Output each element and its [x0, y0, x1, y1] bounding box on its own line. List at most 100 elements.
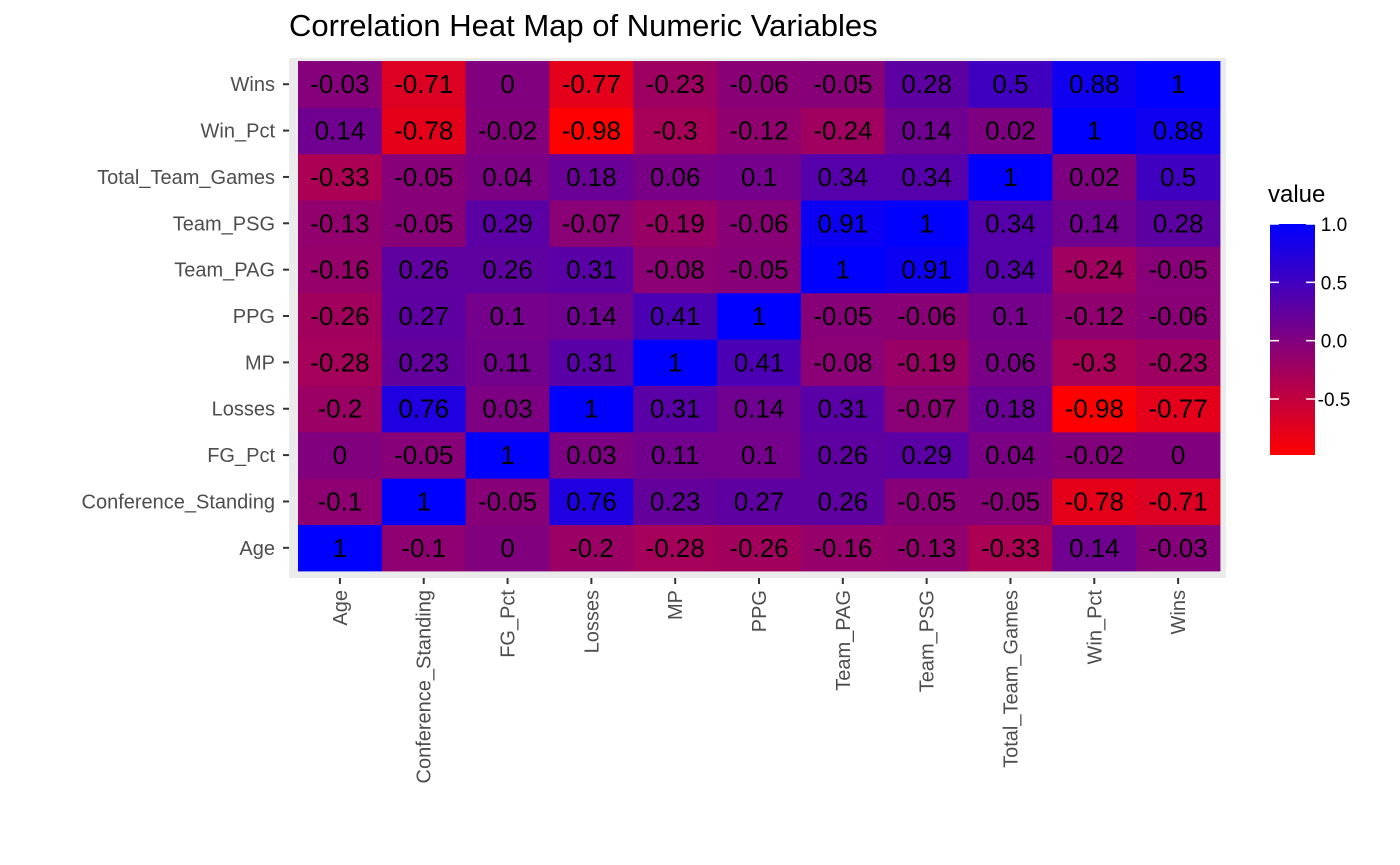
cell-value-label: -0.13	[897, 533, 956, 563]
heatmap-cell-Team_PSG-PPG	[717, 200, 802, 247]
cell-value-label: 0.76	[566, 486, 617, 516]
heatmap-cell-FG_Pct-Age	[298, 431, 383, 479]
heatmap-cell-Win_Pct-Team_PSG	[884, 107, 969, 155]
cell-value-label: -0.26	[729, 533, 788, 563]
cell-value-label: 0	[500, 69, 514, 99]
heatmap-cell-Team_PAG-Total_Team_Games	[968, 246, 1053, 294]
heatmap-cell-MP-Wins	[1136, 339, 1221, 386]
heatmap-cell-Team_PSG-Team_PAG	[800, 200, 886, 247]
y-tick-label: Losses	[212, 399, 275, 421]
heatmap-cell-MP-Win_Pct	[1052, 339, 1137, 386]
cell-value-label: -0.07	[897, 394, 956, 424]
heatmap-cell-Total_Team_Games-PPG	[717, 153, 802, 201]
y-axis: Age Conference_Standing FG_Pct Losses MP PPG T…	[82, 74, 289, 560]
heatmap-cell-Age-Conference_Standing	[381, 524, 467, 572]
heatmap-cell-Age-Team_PSG	[884, 524, 969, 572]
cell-value-label: 0.04	[985, 440, 1036, 470]
cell-value-label: 0.31	[566, 347, 617, 377]
cell-value-label: 1	[333, 533, 347, 563]
cell-value-label: 0.26	[398, 255, 449, 285]
heatmap-cell-Losses-Age	[298, 385, 383, 433]
heatmap-cell-PPG-Total_Team_Games	[968, 292, 1053, 340]
heatmap-cell-Wins-MP	[633, 61, 718, 108]
cell-value-label: 0.06	[985, 347, 1036, 377]
cell-value-label: -0.05	[478, 486, 537, 516]
cell-value-label: -0.03	[1148, 533, 1207, 563]
cell-value-label: 0.18	[566, 162, 617, 192]
heatmap-cell-Conference_Standing-Wins	[1136, 478, 1221, 526]
cell-value-label: 0.88	[1069, 69, 1120, 99]
cell-value-label: 0.26	[818, 440, 869, 470]
heatmap-cell-Conference_Standing-Conference_Standing	[381, 478, 467, 526]
heatmap-cell-Team_PAG-Losses	[549, 246, 634, 294]
cell-value-label: -0.3	[653, 116, 698, 146]
heatmap-cell-Win_Pct-Wins	[1136, 107, 1221, 155]
heatmap-cell-Losses-Team_PSG	[884, 385, 969, 433]
heatmap-cell-FG_Pct-Wins	[1136, 431, 1221, 479]
heatmap-cell-Losses-Wins	[1136, 385, 1221, 433]
heatmap-cell-Team_PSG-Losses	[549, 200, 634, 247]
heatmap-cell-Wins-Age	[298, 61, 383, 108]
x-tick-label: Team_PSG	[917, 590, 939, 692]
y-tick-label: PPG	[233, 306, 275, 328]
cell-value-label: -0.3	[1072, 347, 1117, 377]
heatmap-cell-Win_Pct-MP	[633, 107, 718, 155]
x-tick-label: MP	[665, 590, 687, 620]
cell-labels: 1 -0.1 0 -0.2 -0.28 -0.26 -0.16 -0.13 -0.33 0.14-…	[310, 69, 1207, 563]
cell-value-label: -0.06	[897, 301, 956, 331]
heatmap-cell-Team_PAG-FG_Pct	[465, 246, 550, 294]
x-tick-label: Win_Pct	[1084, 590, 1106, 665]
heatmap-cell-Team_PAG-Team_PAG	[800, 246, 886, 294]
heatmap-cell-Team_PSG-Conference_Standing	[381, 200, 467, 247]
heatmap-cell-Losses-Losses	[549, 385, 634, 433]
heatmap-cell-Age-Wins	[1136, 524, 1221, 572]
cell-value-label: -0.02	[478, 116, 537, 146]
cell-value-label: -0.2	[569, 533, 614, 563]
legend-tick-label: -0.5	[1318, 390, 1351, 411]
heatmap-cell-FG_Pct-Total_Team_Games	[968, 431, 1053, 479]
heatmap-cell-Age-Team_PAG	[800, 524, 886, 572]
heatmap-cell-Total_Team_Games-MP	[633, 153, 718, 201]
cell-value-label: -0.33	[310, 162, 369, 192]
cell-value-label: -0.77	[1148, 394, 1207, 424]
heatmap-cell-Losses-Conference_Standing	[381, 385, 467, 433]
x-tick-label: Age	[330, 590, 352, 626]
cell-value-label: 0.76	[398, 394, 449, 424]
heatmap-cell-Team_PAG-Age	[298, 246, 383, 294]
cell-value-label: -0.71	[1148, 486, 1207, 516]
cell-value-label: 0.34	[985, 208, 1036, 238]
heatmap-cell-MP-Team_PAG	[800, 339, 886, 386]
heatmap-cell-FG_Pct-Losses	[549, 431, 634, 479]
heatmap-cell-Wins-FG_Pct	[465, 61, 550, 108]
x-tick-label: Total_Team_Games	[1000, 590, 1022, 768]
cell-value-label: 0.14	[901, 116, 952, 146]
cell-value-label: -0.98	[562, 116, 621, 146]
heatmap-cell-Losses-Total_Team_Games	[968, 385, 1053, 433]
cell-value-label: -0.06	[1148, 301, 1207, 331]
cell-value-label: 0.27	[734, 486, 785, 516]
heatmap-cell-Losses-FG_Pct	[465, 385, 550, 433]
cell-value-label: -0.16	[310, 255, 369, 285]
cell-value-label: -0.78	[394, 116, 453, 146]
cell-value-label: 0.14	[315, 116, 366, 146]
heatmap-cell-Conference_Standing-Team_PSG	[884, 478, 969, 526]
heatmap-cell-Team_PAG-Wins	[1136, 246, 1221, 294]
heatmap-cell-Wins-Win_Pct	[1052, 61, 1137, 108]
heatmap-cell-FG_Pct-Conference_Standing	[381, 431, 467, 479]
y-tick-label: Wins	[231, 74, 275, 96]
heatmap-cell-PPG-Wins	[1136, 292, 1221, 340]
heatmap-cell-Team_PSG-Win_Pct	[1052, 200, 1137, 247]
heatmap-cell-PPG-Team_PAG	[800, 292, 886, 340]
cell-value-label: -0.13	[310, 208, 369, 238]
heatmap-cell-Team_PAG-Conference_Standing	[381, 246, 467, 294]
x-axis: Age Conference_Standing FG_Pct Losses MP PPG T…	[330, 578, 1190, 783]
heatmap-cell-Team_PAG-MP	[633, 246, 718, 294]
heatmap-cell-Total_Team_Games-Team_PSG	[884, 153, 969, 201]
x-tick-label: Conference_Standing	[414, 590, 436, 783]
y-tick-label: Total_Team_Games	[97, 167, 275, 189]
heatmap-cell-Wins-Conference_Standing	[381, 61, 467, 108]
cell-value-label: 0	[1171, 440, 1185, 470]
heatmap-cell-FG_Pct-Team_PAG	[800, 431, 886, 479]
cell-value-label: -0.24	[813, 116, 872, 146]
cell-value-label: 0.41	[650, 301, 701, 331]
